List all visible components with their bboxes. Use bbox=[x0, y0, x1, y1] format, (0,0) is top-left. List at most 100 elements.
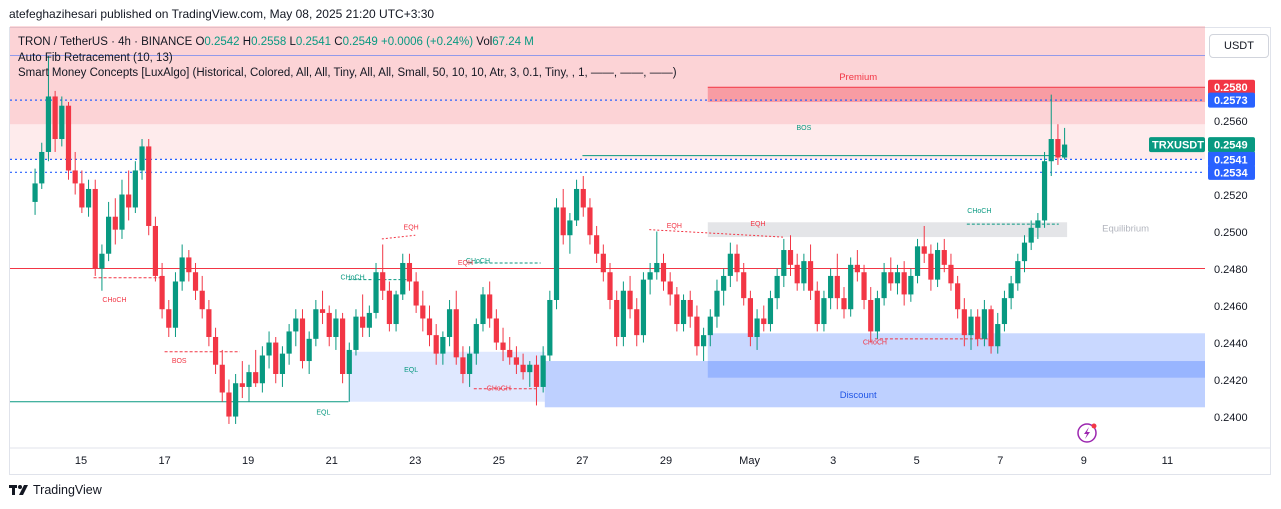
candle-body bbox=[112, 216, 118, 230]
candle bbox=[172, 272, 179, 337]
candle bbox=[955, 275, 961, 319]
symbol-title[interactable]: TRON / TetherUS · 4h · BINANCE bbox=[18, 36, 193, 48]
candle-body bbox=[781, 250, 787, 276]
annotation-choch: CHoCH bbox=[487, 386, 511, 393]
candle bbox=[1055, 124, 1061, 165]
candle-body bbox=[179, 257, 185, 282]
candle bbox=[500, 327, 506, 362]
candle bbox=[634, 298, 640, 347]
candle-body bbox=[527, 364, 533, 373]
annotation-eqh: EQH bbox=[404, 225, 419, 232]
candle bbox=[373, 262, 379, 319]
candle bbox=[714, 279, 720, 328]
candle bbox=[975, 309, 981, 347]
candle-body bbox=[199, 290, 205, 310]
candle-body bbox=[547, 299, 553, 356]
discount-label: Discount bbox=[840, 390, 877, 401]
candle-body bbox=[493, 318, 499, 343]
candle bbox=[440, 331, 446, 365]
candle bbox=[573, 179, 580, 226]
candle bbox=[353, 309, 359, 356]
candle-body bbox=[192, 272, 199, 291]
footer-brand[interactable]: TradingView bbox=[9, 483, 102, 497]
candle bbox=[139, 139, 145, 180]
annotation-bos: BOS bbox=[796, 125, 811, 132]
candle bbox=[814, 281, 820, 332]
candle bbox=[540, 346, 546, 393]
candle-body bbox=[901, 272, 907, 295]
candle bbox=[313, 299, 319, 347]
candle-body bbox=[841, 298, 847, 310]
candle-body bbox=[313, 309, 319, 339]
change-value: +0.0006 (+0.24%) bbox=[381, 36, 474, 48]
candle-body bbox=[834, 275, 840, 299]
high-label: H bbox=[242, 36, 252, 48]
candle bbox=[386, 281, 392, 332]
candle bbox=[834, 253, 840, 310]
candle bbox=[126, 170, 132, 221]
candle bbox=[1028, 220, 1034, 251]
candle-body bbox=[487, 294, 493, 319]
candle bbox=[888, 257, 894, 291]
candle-body bbox=[560, 207, 566, 236]
candle bbox=[828, 268, 834, 310]
symbol-tag: TRXUSDT bbox=[1152, 140, 1204, 152]
candle-body bbox=[580, 188, 586, 208]
candle-body bbox=[667, 281, 673, 295]
candle-body bbox=[59, 105, 65, 140]
candle bbox=[293, 309, 299, 347]
candle-body bbox=[634, 309, 640, 336]
x-tick-label: 9 bbox=[1081, 455, 1087, 467]
candle-body bbox=[380, 272, 386, 291]
annotation-eql: EQL bbox=[316, 410, 330, 417]
premium-label: Premium bbox=[839, 72, 877, 83]
candle-body bbox=[680, 299, 687, 325]
annotation-choch: CHoCH bbox=[102, 297, 126, 304]
ohlc-row: TRON / TetherUS · 4h · BINANCE O0.2542 H… bbox=[18, 35, 677, 51]
price-tick-label: 0.2520 bbox=[1214, 190, 1248, 202]
candle bbox=[934, 242, 941, 288]
candle-body bbox=[480, 294, 486, 325]
candle-body bbox=[854, 264, 860, 273]
candle bbox=[346, 342, 352, 402]
footer-brand-text: TradingView bbox=[33, 483, 102, 497]
candle bbox=[460, 346, 466, 384]
candle bbox=[179, 244, 185, 291]
candle bbox=[533, 355, 540, 406]
candle bbox=[741, 262, 747, 306]
candle bbox=[801, 253, 807, 291]
candle-body bbox=[45, 96, 52, 152]
currency-button[interactable]: USDT bbox=[1209, 34, 1269, 58]
price-label-bg bbox=[1208, 164, 1255, 180]
indicator-fib[interactable]: Auto Fib Retracement (10, 13) bbox=[18, 51, 173, 64]
chart-frame[interactable] bbox=[9, 27, 1271, 475]
candle bbox=[487, 281, 493, 328]
candle bbox=[794, 253, 800, 291]
candle bbox=[988, 305, 994, 354]
candle bbox=[807, 244, 814, 300]
close-label: C bbox=[334, 36, 343, 48]
candle-body bbox=[640, 279, 647, 336]
annotation-choch: CHoCH bbox=[466, 258, 490, 265]
candle-body bbox=[948, 264, 954, 284]
candle-body bbox=[687, 299, 693, 317]
candle-body bbox=[754, 318, 760, 337]
candle bbox=[166, 299, 172, 337]
alert-lightning-icon bbox=[1077, 423, 1097, 443]
candle bbox=[774, 268, 780, 310]
candle-body bbox=[132, 170, 138, 208]
candle-body bbox=[259, 355, 265, 384]
candle-body bbox=[85, 188, 92, 208]
candle-body bbox=[286, 331, 292, 354]
symbol-tag-bg bbox=[1149, 137, 1205, 153]
candle bbox=[446, 299, 453, 347]
candle-body bbox=[1015, 261, 1021, 284]
indicator-smc[interactable]: Smart Money Concepts [LuxAlgo] (Historic… bbox=[18, 67, 677, 79]
candle-body bbox=[467, 353, 473, 374]
candle bbox=[553, 198, 560, 310]
candle bbox=[707, 309, 713, 347]
candle bbox=[326, 305, 332, 347]
x-tick-label: 21 bbox=[326, 455, 338, 467]
candle-body bbox=[413, 281, 419, 306]
